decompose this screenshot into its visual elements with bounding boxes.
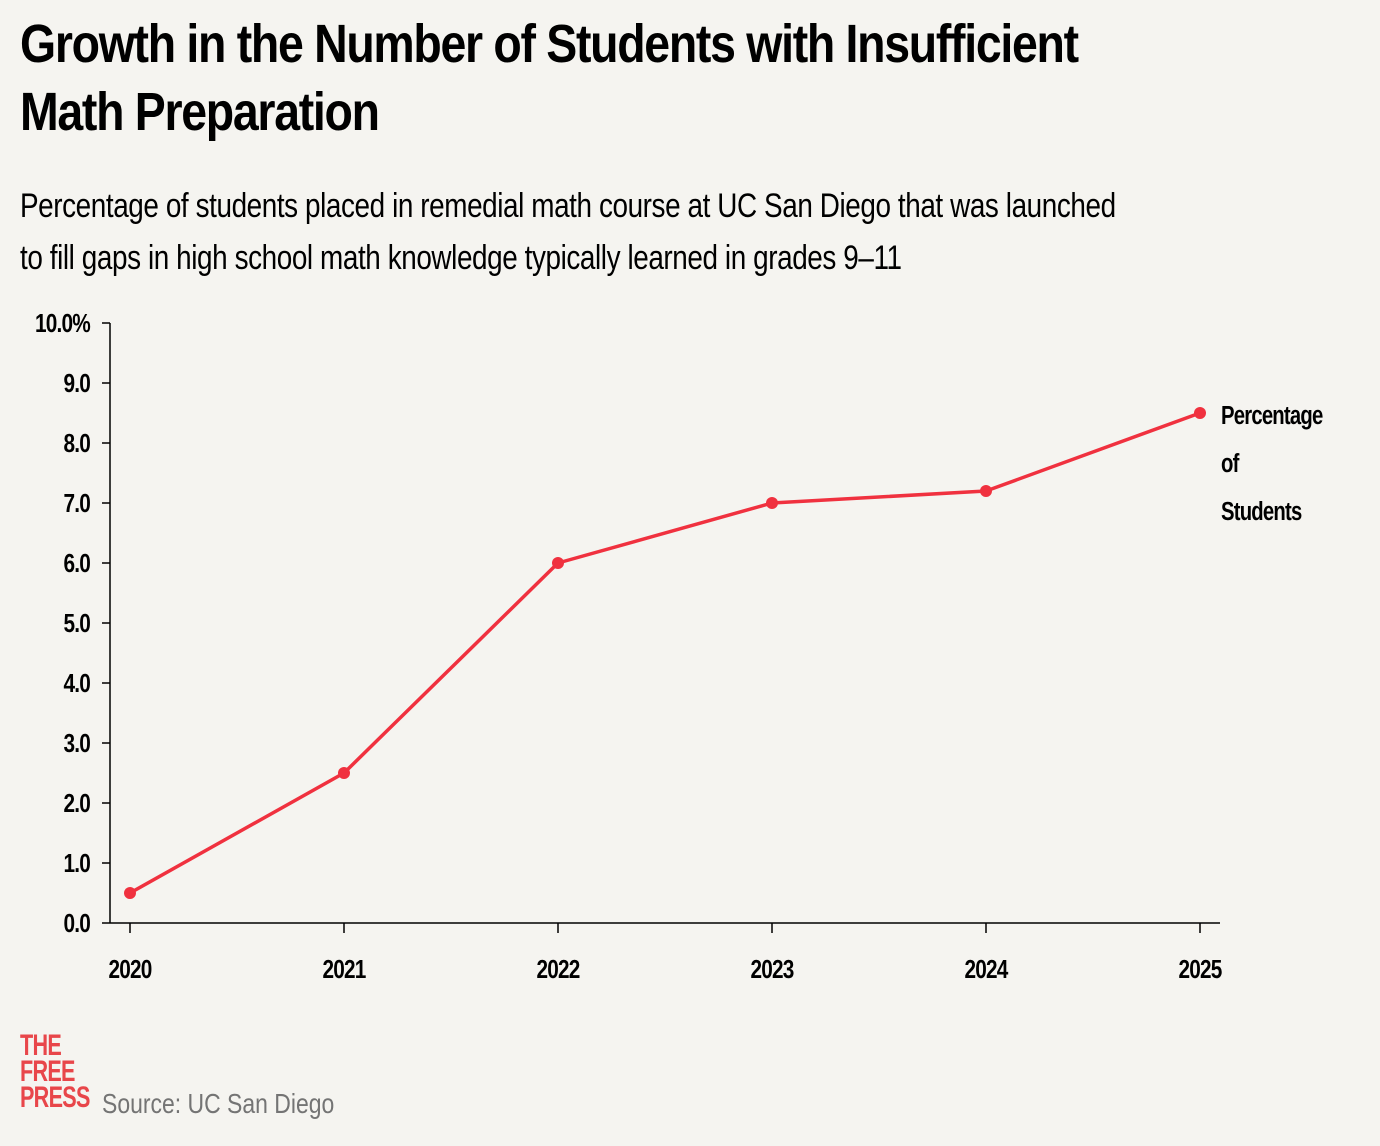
data-point [338, 767, 350, 779]
line-chart: 0.0 1.0 2.0 3.0 4.0 5.0 6.0 7.0 8.0 9.0 10.0% 2020 2… [35, 309, 1324, 984]
y-tick-label: 2.0 [63, 789, 90, 818]
data-point [766, 497, 778, 509]
chart-title: Growth in the Number of Students with In… [20, 10, 1250, 146]
y-tick-label: 3.0 [63, 729, 90, 758]
data-point [980, 485, 992, 497]
y-tick-label: 5.0 [63, 609, 90, 638]
y-tick-label: 1.0 [63, 849, 90, 878]
y-tick-label: 7.0 [63, 489, 90, 518]
x-tick-label: 2025 [1178, 955, 1222, 984]
title-line: Growth in the Number of Students with In… [20, 14, 1079, 74]
x-tick-label: 2024 [964, 955, 1008, 984]
subtitle-line: to fill gaps in high school math knowled… [20, 239, 902, 277]
data-point [1194, 407, 1206, 419]
y-tick-label: 6.0 [63, 549, 90, 578]
series-label: Percentage [1221, 401, 1323, 430]
series-label: Students [1221, 497, 1301, 526]
data-point [124, 887, 136, 899]
subtitle-line: Percentage of students placed in remedia… [20, 187, 1116, 225]
x-tick-label: 2021 [322, 955, 366, 984]
y-tick-label: 8.0 [63, 429, 90, 458]
x-tick-label: 2022 [536, 955, 580, 984]
series-label: of [1221, 449, 1240, 478]
logo-text: PRESS [20, 1081, 90, 1114]
source-text: Source: UC San Diego [102, 1088, 335, 1119]
y-tick-label: 4.0 [63, 669, 90, 698]
y-tick-label: 0.0 [63, 909, 90, 938]
logo-text: FREE [20, 1055, 75, 1088]
y-tick-label: 10.0% [35, 309, 91, 338]
x-tick-label: 2020 [108, 955, 152, 984]
logo-text: THE [20, 1029, 62, 1062]
x-tick-label: 2023 [750, 955, 794, 984]
data-point [552, 557, 564, 569]
series-line [129, 411, 1201, 895]
chart-subtitle: Percentage of students placed in remedia… [20, 180, 1356, 284]
source-note: Source: UC San Diego [102, 1088, 385, 1120]
the-free-press-logo: THE FREE PRESS [20, 1029, 117, 1114]
title-line: Math Preparation [20, 82, 380, 142]
y-tick-label: 9.0 [63, 369, 90, 398]
